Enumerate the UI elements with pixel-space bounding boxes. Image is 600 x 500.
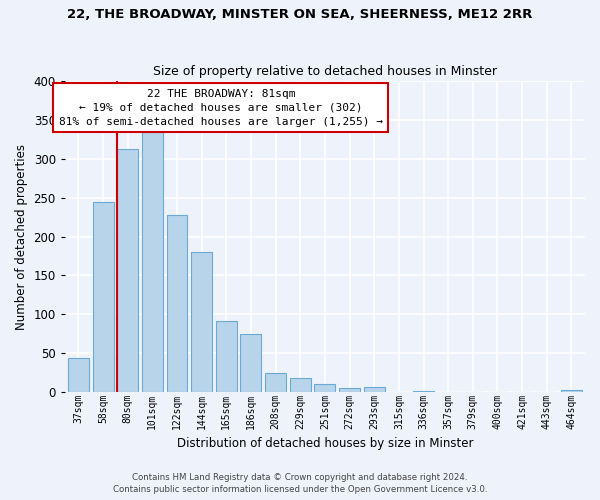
Bar	[92, 202, 113, 392]
Bar	[339, 388, 360, 392]
Text: 22 THE BROADWAY: 81sqm
← 19% of detached houses are smaller (302)
81% of semi-de: 22 THE BROADWAY: 81sqm ← 19% of detached…	[59, 89, 383, 127]
Text: 22, THE BROADWAY, MINSTER ON SEA, SHEERNESS, ME12 2RR: 22, THE BROADWAY, MINSTER ON SEA, SHEERN…	[67, 8, 533, 20]
Y-axis label: Number of detached properties: Number of detached properties	[15, 144, 28, 330]
Bar	[290, 378, 311, 392]
Text: Contains HM Land Registry data © Crown copyright and database right 2024.
Contai: Contains HM Land Registry data © Crown c…	[113, 472, 487, 494]
Bar	[265, 372, 286, 392]
Bar	[167, 215, 187, 392]
Bar	[314, 384, 335, 392]
Bar	[117, 148, 138, 392]
Bar	[142, 132, 163, 392]
Bar	[191, 252, 212, 392]
Bar	[216, 322, 237, 392]
X-axis label: Distribution of detached houses by size in Minster: Distribution of detached houses by size …	[176, 437, 473, 450]
Bar	[68, 358, 89, 392]
Title: Size of property relative to detached houses in Minster: Size of property relative to detached ho…	[153, 66, 497, 78]
Bar	[561, 390, 582, 392]
Bar	[241, 334, 262, 392]
Bar	[364, 388, 385, 392]
